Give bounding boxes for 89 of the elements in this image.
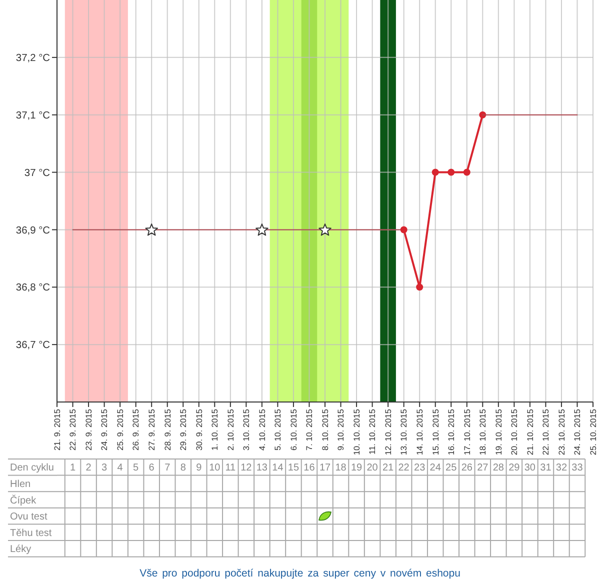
x2-tick-label: 6 bbox=[148, 462, 155, 474]
x-tick-label: 20. 10. 2015 bbox=[509, 408, 520, 456]
text: Vše pro podporu početí nakupujte za super ceny v novém eshopu bbox=[140, 568, 461, 580]
x-tick-label: 25. 9. 2015 bbox=[114, 408, 125, 451]
x-tick-label: 24. 9. 2015 bbox=[99, 408, 110, 451]
point bbox=[448, 168, 455, 176]
category-label: Ovu test bbox=[10, 512, 48, 523]
y-tick-label: 36,8 °C bbox=[16, 282, 50, 294]
x-tick-label: 8. 10. 2015 bbox=[320, 408, 330, 451]
x2-tick-label: 22 bbox=[398, 462, 410, 474]
x2-tick-label: 4 bbox=[117, 462, 124, 474]
y-tick-label: 36,7 °C bbox=[16, 340, 50, 352]
x-tick-label: 22. 9. 2015 bbox=[68, 408, 78, 451]
x-tick-label: 4. 10. 2015 bbox=[256, 408, 267, 451]
x-tick-label: 5. 10. 2015 bbox=[272, 408, 283, 451]
y-tick-label: 37,1 °C bbox=[16, 110, 50, 122]
x-tick-label: 29. 9. 2015 bbox=[178, 408, 188, 451]
x2-tick-label: 33 bbox=[572, 462, 584, 474]
x2-tick-label: 10 bbox=[209, 462, 221, 474]
x-tick-label: 2. 10. 2015 bbox=[225, 408, 236, 451]
x-tick-label: 13. 10. 2015 bbox=[398, 408, 409, 456]
x-tick-label: 7. 10. 2015 bbox=[304, 408, 314, 451]
point bbox=[463, 168, 470, 176]
x2-tick-label: 24 bbox=[430, 462, 442, 474]
x-tick-label: 16. 10. 2015 bbox=[446, 408, 456, 456]
x2-tick-label: 29 bbox=[508, 462, 520, 474]
point bbox=[400, 226, 408, 234]
category-label: Čípek bbox=[10, 495, 36, 506]
x2-tick-label: 12 bbox=[240, 462, 252, 474]
x-tick-label: 28. 9. 2015 bbox=[162, 408, 172, 451]
x-tick-label: 14. 10. 2015 bbox=[414, 408, 424, 456]
x-tick-label: 21. 9. 2015 bbox=[52, 408, 62, 451]
x-tick-label: 18. 10. 2015 bbox=[478, 408, 488, 456]
x-tick-label: 25. 10. 2015 bbox=[588, 408, 598, 456]
point bbox=[432, 168, 439, 176]
x2-tick-label: 8 bbox=[180, 462, 186, 474]
x-tick-label: 26. 9. 2015 bbox=[130, 408, 141, 451]
x2-tick-label: 30 bbox=[524, 462, 536, 474]
x2-axis-title: Den cyklu bbox=[10, 462, 54, 474]
category-label: Léky bbox=[10, 544, 32, 556]
x2-tick-label: 2 bbox=[86, 462, 92, 474]
x-tick-label: 9. 10. 2015 bbox=[336, 408, 346, 451]
x2-tick-label: 1 bbox=[70, 462, 76, 474]
x2-tick-label: 14 bbox=[272, 462, 284, 474]
x2-tick-label: 20 bbox=[366, 462, 378, 474]
x2-tick-label: 28 bbox=[492, 462, 504, 474]
x-tick-label: 21. 10. 2015 bbox=[524, 408, 535, 456]
x-tick-label: 27. 9. 2015 bbox=[146, 408, 156, 451]
x-tick-label: 3. 10. 2015 bbox=[241, 408, 252, 451]
x-tick-label: 17. 10. 2015 bbox=[462, 408, 472, 456]
x2-tick-label: 21 bbox=[382, 462, 394, 474]
x2-tick-label: 17 bbox=[319, 462, 331, 474]
x2-tick-label: 5 bbox=[133, 462, 140, 474]
point bbox=[145, 224, 158, 236]
x2-tick-label: 27 bbox=[477, 462, 489, 474]
x-tick-label: 23. 9. 2015 bbox=[83, 408, 94, 451]
x2-tick-label: 7 bbox=[164, 462, 171, 474]
x-tick-label: 22. 10. 2015 bbox=[540, 408, 551, 456]
x-tick-label: 30. 9. 2015 bbox=[194, 408, 204, 451]
category-label: Hlen bbox=[10, 478, 31, 490]
x2-tick-label: 11 bbox=[225, 462, 236, 474]
x2-tick-label: 32 bbox=[556, 462, 568, 474]
x2-tick-label: 9 bbox=[196, 462, 202, 474]
x2-tick-label: 13 bbox=[256, 462, 268, 474]
x2-tick-label: 23 bbox=[414, 462, 426, 474]
category-label: Těhu test bbox=[10, 528, 52, 539]
x-tick-label: 12. 10. 2015 bbox=[382, 408, 393, 456]
x2-tick-label: 26 bbox=[461, 462, 473, 474]
y-tick-label: 36,9 °C bbox=[16, 225, 50, 236]
y-tick-label: 37,2 °C bbox=[16, 53, 50, 64]
y-tick-label: 37 °C bbox=[24, 168, 50, 179]
x2-tick-label: 15 bbox=[288, 462, 300, 474]
point bbox=[256, 224, 268, 236]
x-tick-label: 10. 10. 2015 bbox=[351, 408, 362, 456]
point bbox=[416, 284, 424, 291]
x-tick-label: 11. 10. 2015 bbox=[367, 408, 378, 455]
x2-tick-label: 18 bbox=[335, 462, 347, 474]
x-tick-label: 15. 10. 2015 bbox=[430, 408, 440, 456]
x-tick-label: 23. 10. 2015 bbox=[556, 408, 566, 456]
x2-tick-label: 25 bbox=[446, 462, 458, 474]
x2-tick-label: 31 bbox=[540, 462, 552, 474]
point bbox=[318, 224, 332, 236]
x-tick-label: 6. 10. 2015 bbox=[288, 408, 298, 451]
x2-tick-label: 16 bbox=[304, 462, 316, 474]
x-tick-label: 19. 10. 2015 bbox=[493, 408, 504, 456]
x2-tick-label: 19 bbox=[350, 462, 363, 474]
x-tick-label: 24. 10. 2015 bbox=[572, 408, 582, 456]
x-tick-label: 1. 10. 2015 bbox=[210, 408, 220, 451]
x2-tick-label: 3 bbox=[102, 462, 108, 474]
